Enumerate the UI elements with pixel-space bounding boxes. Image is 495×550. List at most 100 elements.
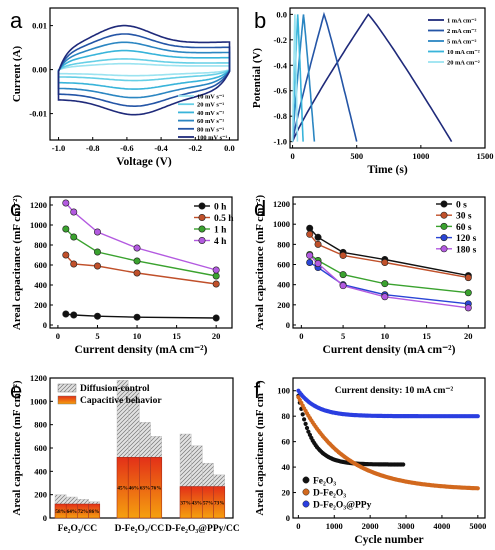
bar-percent-label: 57% (203, 500, 213, 506)
y-tick-label: 0.01 (32, 21, 47, 31)
bar-percent-label: 43% (192, 500, 202, 506)
series-line (291, 13, 453, 143)
y-tick-label: 400 (277, 280, 290, 290)
y-tick-label: -0.01 (29, 109, 47, 119)
plot-frame (292, 377, 486, 519)
y-tick-label: 600 (277, 260, 290, 270)
data-point (93, 262, 101, 270)
x-tick-label: 0 (290, 151, 294, 161)
bar-percent-label: 37% (180, 500, 190, 506)
x-axis-label: Time (s) (367, 164, 408, 176)
data-point (381, 293, 389, 301)
x-tick-label: 5 (95, 331, 99, 341)
y-tick-label: 1200 (273, 199, 290, 209)
data-point (464, 289, 472, 297)
bar-percent-label: 76% (151, 486, 161, 492)
bar-capacitive (213, 486, 226, 519)
data-point (300, 412, 305, 417)
data-point (93, 228, 101, 236)
series-line (291, 14, 299, 142)
y-tick-label: 0 (286, 513, 290, 523)
x-tick-label: 1000 (412, 151, 429, 161)
plot-frame (292, 196, 486, 329)
legend-swatch (57, 395, 77, 405)
y-axis-label: Areal capacitance (mF cm⁻²) (11, 195, 23, 331)
data-point (314, 260, 322, 268)
x-tick-label: 20 (464, 331, 473, 341)
legend-label: 1 mA cm⁻² (447, 18, 477, 25)
data-point (70, 233, 78, 241)
series-line (65, 313, 217, 319)
x-category-label: D-Fe₂O₃@PPy/CC (165, 524, 240, 534)
legend-label: 1 h (214, 226, 227, 236)
y-tick-label: 600 (34, 443, 47, 453)
panel-label: b (254, 8, 266, 33)
y-tick-label: 100 (277, 386, 290, 396)
y-axis-label: Current (A) (11, 46, 23, 103)
data-point (212, 280, 220, 288)
legend-marker (440, 234, 448, 242)
data-point (93, 248, 101, 256)
legend-label: 4 h (214, 237, 227, 247)
y-axis-label: Areal capacitance (mF cm⁻²) (11, 380, 23, 516)
legend-label: Diffusion-control (80, 384, 150, 394)
legend-swatch (57, 383, 77, 393)
x-tick-label: 0 (299, 331, 303, 341)
data-point (212, 272, 220, 280)
y-axis-label: Areal capacitance (mF cm⁻²) (254, 380, 266, 516)
data-point (381, 258, 389, 266)
y-tick-label: 1000 (30, 396, 47, 406)
x-tick-label: 10 (381, 331, 390, 341)
data-point (475, 414, 480, 419)
series-line (57, 58, 231, 82)
y-tick-label: 200 (34, 490, 47, 500)
data-point (381, 280, 389, 288)
legend-label: Fe₂O₃ (313, 477, 336, 487)
data-point (62, 251, 70, 259)
data-point (464, 274, 472, 282)
y-tick-label: 60 (282, 437, 291, 447)
x-tick-label: 10 (133, 331, 142, 341)
x-tick-label: 1000 (326, 521, 343, 531)
y-tick-label: 0 (43, 320, 47, 330)
bar-capacitive (88, 503, 101, 519)
data-point (339, 282, 347, 290)
plot-frame (49, 7, 239, 141)
x-category-label: Fe₂O₃/CC (58, 524, 98, 534)
x-axis-label: Current density (mA cm⁻²) (75, 344, 208, 356)
legend-label: D-Fe₂O₃ (313, 489, 346, 499)
annotation-text: Current density: 10 mA cm⁻² (335, 386, 454, 396)
legend-label: 2 mA cm⁻² (447, 28, 477, 35)
legend-label: 180 s (456, 245, 477, 255)
x-tick-label: 0.0 (224, 143, 235, 153)
legend-label: 0.5 h (214, 214, 234, 224)
x-tick-label: 3000 (398, 521, 415, 531)
x-tick-label: -0.8 (86, 143, 99, 153)
y-tick-label: 0.00 (32, 65, 47, 75)
series-line (57, 24, 231, 116)
panel-b: 0 500 1000 1500 -1.0 -0.8 -0.6 -0.4 -0.2 0.0 Time … (251, 7, 494, 176)
legend-marker (302, 476, 310, 484)
data-point (401, 462, 406, 467)
legend-marker (198, 202, 206, 210)
y-tick-label: 20 (282, 488, 291, 498)
x-axis-label: Cycle number (354, 534, 423, 546)
data-point (306, 224, 314, 232)
y-tick-label: 1200 (30, 373, 47, 383)
y-axis-label: Areal capacitance (mF cm⁻²) (254, 195, 266, 331)
data-point (339, 271, 347, 279)
x-tick-label: -0.2 (189, 143, 202, 153)
panel-label: c (10, 196, 21, 221)
y-tick-label: -0.8 (274, 111, 287, 121)
legend-label: 120 s (456, 234, 477, 244)
series-line (65, 254, 217, 285)
y-tick-label: 200 (277, 300, 290, 310)
y-tick-label: 1200 (30, 200, 47, 210)
legend-label: 0 h (214, 203, 227, 213)
y-tick-label: -0.4 (274, 60, 288, 70)
data-point (62, 310, 70, 318)
legend-marker (302, 488, 310, 496)
y-tick-label: 800 (277, 239, 290, 249)
